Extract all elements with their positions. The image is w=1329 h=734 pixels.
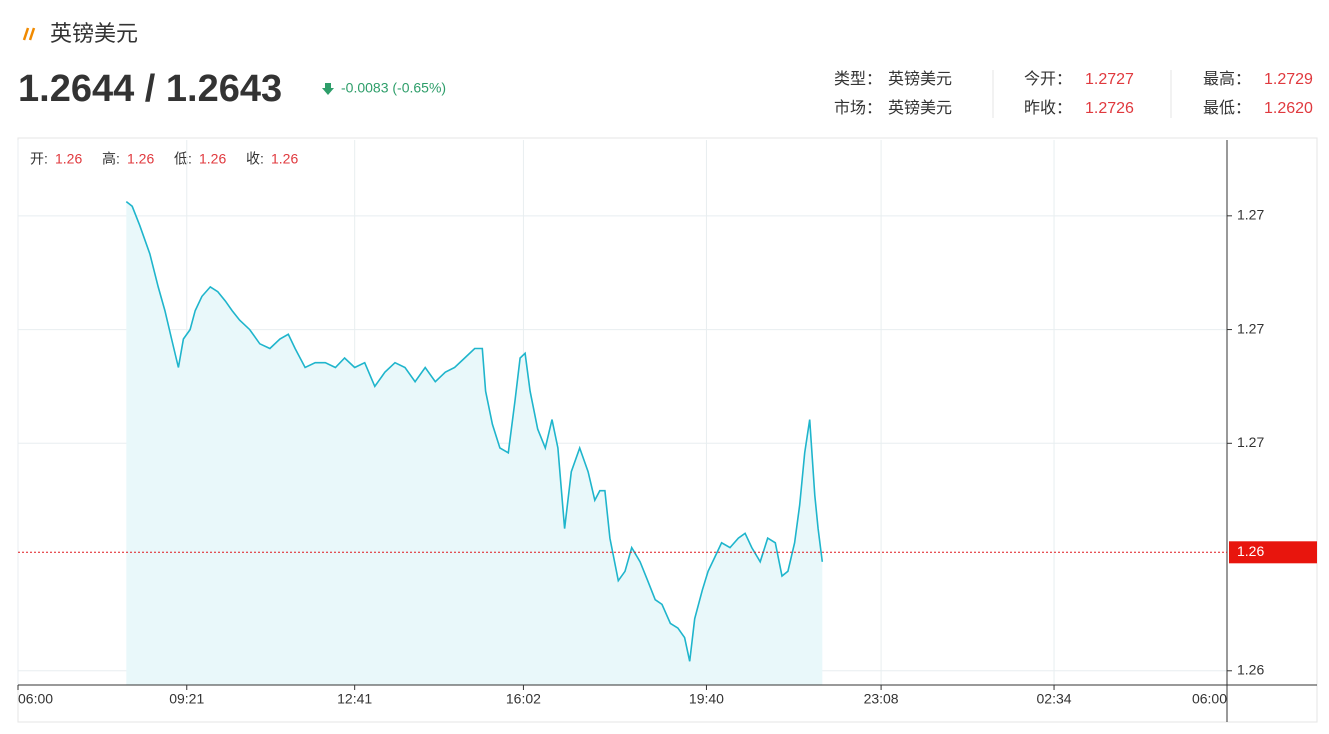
info-value: 1.2620	[1264, 100, 1313, 117]
x-tick-label: 12:41	[337, 691, 372, 707]
ohlc-label: 低:	[174, 151, 192, 167]
x-tick-label: 23:08	[864, 691, 899, 707]
price: 1.2644 / 1.2643	[18, 68, 282, 110]
info-value: 英镑美元	[888, 70, 952, 88]
x-tick-label: 06:00	[18, 691, 53, 707]
ohlc-value: 1.26	[271, 151, 298, 167]
y-tick-label: 1.26	[1237, 661, 1264, 677]
area	[126, 201, 823, 685]
ohlc-label: 高:	[102, 151, 120, 167]
info-value: 英镑美元	[888, 99, 952, 117]
info-value: 1.2729	[1264, 71, 1313, 88]
current-price-label: 1.26	[1237, 543, 1264, 559]
current-price-box	[1229, 541, 1317, 564]
ohlc-label: 收:	[246, 151, 264, 167]
info-value: 1.2726	[1085, 100, 1134, 117]
info-label: 昨收：	[1024, 99, 1072, 117]
x-tick-label: 02:34	[1037, 691, 1072, 707]
info-label: 最高：	[1203, 70, 1251, 88]
info-label: 类型：	[834, 70, 882, 88]
title: 英镑美元	[50, 21, 138, 46]
change: -0.0083 (-0.65%)	[341, 80, 446, 96]
x-tick-label: 19:40	[689, 691, 724, 707]
down-arrow	[322, 83, 334, 95]
y-tick-label: 1.27	[1237, 320, 1264, 336]
y-tick-label: 1.27	[1237, 207, 1264, 223]
info-label: 市场：	[834, 99, 882, 117]
ohlc-value: 1.26	[55, 151, 82, 167]
y-tick-label: 1.27	[1237, 434, 1264, 450]
ohlc-label: 开:	[30, 151, 48, 167]
price-line	[125, 200, 824, 662]
x-tick-label: 09:21	[169, 691, 204, 707]
ohlc-value: 1.26	[199, 151, 226, 167]
info-value: 1.2727	[1085, 71, 1134, 88]
title-icon	[22, 27, 36, 41]
ohlc-value: 1.26	[127, 151, 154, 167]
info-label: 最低：	[1203, 99, 1251, 117]
x-tick-label: 06:00	[1192, 691, 1227, 707]
x-tick-label: 16:02	[506, 691, 541, 707]
info-label: 今开：	[1024, 70, 1072, 88]
